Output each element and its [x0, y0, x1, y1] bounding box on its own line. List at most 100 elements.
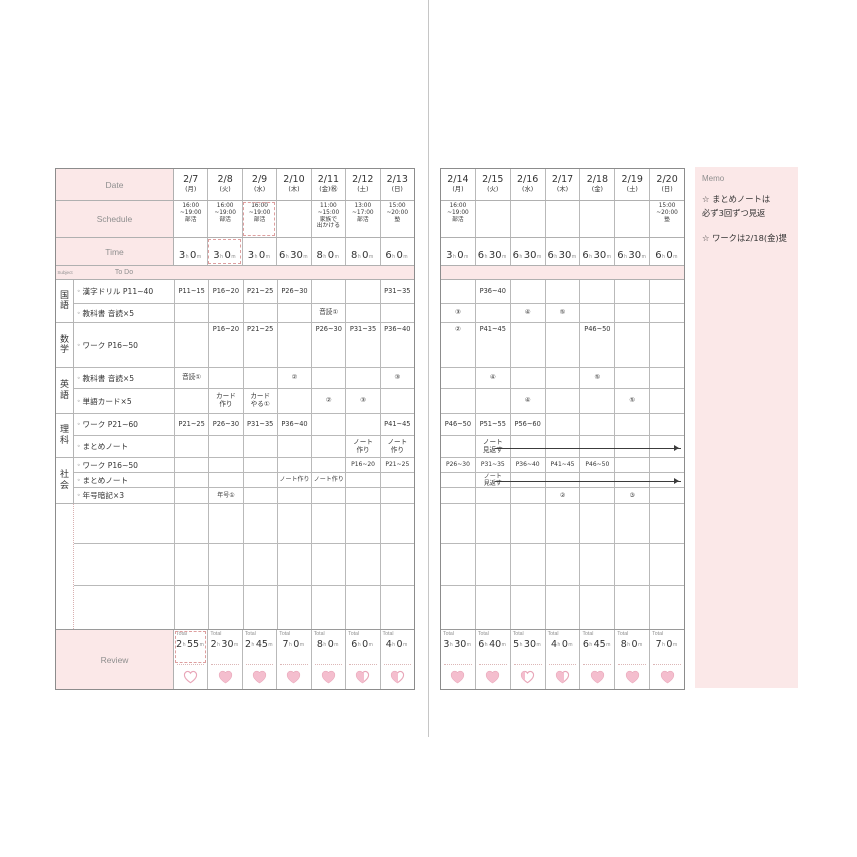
time-hours: 6	[278, 250, 286, 261]
task-day-cell: P26~30	[311, 323, 345, 367]
dotted-divider	[211, 664, 239, 665]
task-name-text: ワーク P21~60	[82, 420, 139, 429]
task-row: ◦ 単語カード×5 カード 作り カード やる① ② ③	[74, 389, 414, 414]
task-day-cell: P31~35	[379, 280, 414, 303]
time-minutes: 30	[593, 250, 607, 261]
total-value: 2 h 30 m	[210, 638, 239, 650]
minute-unit: m	[537, 254, 542, 260]
day-of-week: (金)㊗	[319, 185, 337, 194]
task-day-cell	[614, 458, 649, 472]
day-of-week: (木)	[288, 185, 299, 194]
task-name: ◦ ワーク P21~60	[74, 414, 174, 435]
review-cells: Total 2 h 55 m	[174, 630, 414, 689]
task-day-cell: カード やる①	[242, 389, 277, 413]
date-row-label: Date	[56, 169, 174, 200]
minute-unit: m	[299, 642, 304, 649]
task-row: P36~40	[441, 280, 684, 304]
heart-icon	[625, 670, 640, 684]
task-name-text: 教科書 音読×5	[82, 308, 135, 318]
time-minutes: 30	[488, 250, 502, 261]
time-hours: 6	[617, 250, 624, 261]
heart-area	[511, 665, 545, 689]
heart-icon	[252, 670, 267, 684]
total-label: Total	[547, 631, 559, 637]
dotted-divider	[383, 664, 411, 665]
date-value: 2/7	[183, 174, 199, 185]
task-name-text: 漢字ドリル P11~40	[82, 287, 154, 296]
hour-unit: h	[220, 254, 223, 260]
day-of-week: (金)	[592, 185, 603, 194]
dow-text: (火)	[219, 186, 231, 194]
review-cell: Total 2 h 30 m	[207, 630, 241, 689]
date-cell: 2/11 (金)㊗	[310, 169, 345, 200]
task-name-text: まとめノート	[82, 475, 129, 485]
total-label: Total	[244, 631, 256, 637]
task-day-cell	[474, 304, 510, 322]
dow-text: (月)	[452, 186, 464, 194]
day-of-week: (火)	[220, 185, 231, 194]
task-name-text: ワーク P16~50	[82, 340, 139, 350]
task-day-cell	[311, 414, 345, 435]
task-day-cell	[614, 304, 649, 322]
task-day-cell	[242, 368, 277, 388]
task-day-cell	[614, 473, 649, 487]
total-minutes: 30	[221, 638, 234, 650]
total-label: Total	[443, 631, 454, 637]
task-day-cell	[441, 368, 475, 388]
task-day-cell	[379, 389, 414, 413]
minute-unit: m	[672, 642, 678, 649]
minute-unit: m	[536, 642, 541, 649]
dotted-divider	[618, 664, 647, 665]
total-label: Total	[382, 631, 394, 637]
dow-text: (月)	[185, 186, 197, 194]
todo-label: To Do	[114, 269, 134, 276]
date-value: 2/19	[621, 174, 643, 185]
task-row: ② P41~45 P46~50	[441, 323, 684, 368]
task-day-cell	[614, 414, 649, 435]
hour-unit: h	[357, 642, 361, 649]
task-day-cell: ③	[345, 389, 379, 413]
task-day-cell: ④	[474, 368, 510, 388]
total-minutes: 0	[327, 638, 334, 650]
task-day-cell: ②	[311, 389, 345, 413]
heart-icon	[390, 670, 405, 684]
date-cell: 2/20 (日)	[649, 169, 684, 200]
day-of-week: (月)	[452, 185, 463, 194]
task-row: ◦ 漢字ドリル P11~40 P11~15 P16~20 P21~25 P26~3…	[74, 280, 414, 304]
task-day-cell: ⑤	[614, 389, 649, 413]
time-minutes: 30	[558, 250, 572, 261]
dow-text: (火)	[487, 186, 499, 194]
minute-unit: m	[501, 642, 506, 649]
date-value: 2/12	[352, 174, 374, 185]
task-day-cell: 音読①	[311, 304, 345, 322]
dotted-divider	[245, 664, 274, 665]
task-name: ◦ まとめノート	[74, 436, 174, 457]
schedule-row: 16:00 ~19:00 部活 15:00 ~20:00 塾	[441, 201, 684, 238]
time-minutes: 0	[362, 250, 369, 261]
schedule-cell: 16:00 ~19:00 部活	[241, 201, 276, 237]
task-day-cell: P31~35	[345, 323, 379, 367]
minute-unit: m	[334, 642, 339, 649]
time-cell: 6 h 30 m	[276, 238, 310, 265]
total-label: Total	[477, 631, 489, 637]
task-day-cell	[509, 436, 545, 457]
heart-area	[441, 665, 475, 689]
date-cell: 2/12 (土)	[345, 169, 379, 200]
task-day-cell	[311, 280, 345, 303]
hour-unit: h	[519, 642, 523, 649]
bullet-icon: ◦	[77, 421, 81, 428]
total-hours: 7	[655, 638, 662, 650]
total-block: Total 5 h 30 m	[511, 630, 545, 664]
heart-icon	[355, 670, 370, 684]
task-day-cell: P36~40	[379, 323, 414, 367]
total-minutes: 0	[666, 638, 673, 650]
time-minutes: 0	[258, 250, 266, 261]
bullet-icon: ◦	[77, 476, 81, 484]
minute-unit: m	[265, 254, 270, 260]
arrow-right-icon	[495, 445, 681, 452]
